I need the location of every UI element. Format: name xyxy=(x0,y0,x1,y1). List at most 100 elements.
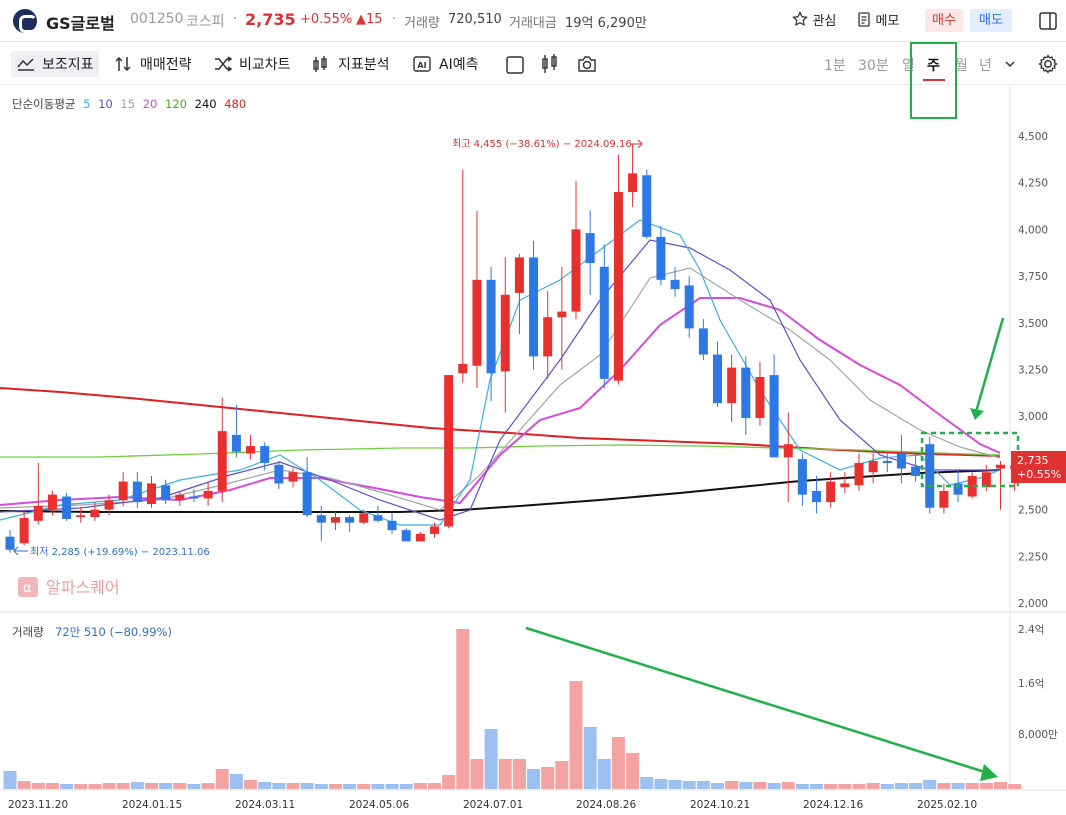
candle-body xyxy=(288,472,298,482)
period-1min[interactable]: 1분 xyxy=(824,58,846,74)
ma-legend-240[interactable]: 240 xyxy=(194,97,217,111)
volume-bar xyxy=(626,753,640,789)
volume-bar xyxy=(1008,784,1022,789)
sell-button[interactable]: 매도 xyxy=(970,9,1012,32)
volume-bar xyxy=(979,783,993,789)
chart-toolbar: 보조지표 매매전략 비교차트 지표분석 AI AI예측 1분 30분 일 주 월… xyxy=(0,43,1066,85)
candle-body xyxy=(571,229,581,312)
candle-body xyxy=(599,266,609,379)
ma-legend-480[interactable]: 480 xyxy=(224,97,247,111)
ai-predict-button[interactable]: AI AI예측 xyxy=(411,51,478,77)
buy-button[interactable]: 매수 xyxy=(925,9,963,32)
candle-body xyxy=(727,367,737,404)
volume-bar xyxy=(456,629,470,789)
candle-body xyxy=(104,500,114,510)
volume-bar xyxy=(343,784,357,789)
volume-bar xyxy=(17,781,31,789)
ma-legend-5[interactable]: 5 xyxy=(83,97,91,111)
low-arrow-icon xyxy=(13,546,28,556)
volume-bar xyxy=(527,769,541,789)
indicators-label: 보조지표 xyxy=(42,57,94,73)
watch-button[interactable]: 관심 xyxy=(792,10,836,29)
amount-label: 거래대금 xyxy=(509,16,557,31)
volume-bar xyxy=(725,781,739,789)
volume-bar xyxy=(371,784,385,789)
strategy-button[interactable]: 매매전략 xyxy=(114,51,192,77)
gear-icon[interactable] xyxy=(1037,53,1059,75)
ma-15-line xyxy=(0,267,1001,511)
period-30min[interactable]: 30분 xyxy=(858,58,889,74)
candle-body xyxy=(387,520,397,531)
candle-body xyxy=(514,257,524,293)
volume-bar xyxy=(894,783,908,789)
volume-bar xyxy=(951,783,965,789)
candle-body xyxy=(189,496,199,499)
volume-bar xyxy=(300,783,314,789)
period-year[interactable]: 년 xyxy=(979,58,992,74)
stock-code: 001250 xyxy=(130,11,184,27)
volume-bar xyxy=(937,783,951,789)
week-tab-highlight xyxy=(910,42,957,119)
candlestick-type-icon[interactable] xyxy=(540,53,560,75)
period-month[interactable]: 월 xyxy=(955,58,968,74)
volume-bar xyxy=(328,784,342,789)
candle-body xyxy=(996,464,1005,469)
price-tag-value: 2,735 xyxy=(1017,454,1049,467)
time-axis-tick: 2024.08.26 xyxy=(576,799,636,811)
volume-bar xyxy=(824,784,838,789)
camera-icon[interactable] xyxy=(576,54,598,74)
volume-bar xyxy=(668,780,682,789)
panel-toggle-icon[interactable] xyxy=(1038,11,1058,31)
ma-legend-120[interactable]: 120 xyxy=(165,97,187,111)
price-chart[interactable]: 4,5004,2504,0003,7503,5003,2503,0002,750… xyxy=(0,86,1066,815)
candle-body xyxy=(769,375,779,458)
ma-legend-20[interactable]: 20 xyxy=(142,97,158,111)
candle-body xyxy=(500,294,510,372)
square-tool-icon[interactable] xyxy=(505,55,525,75)
ma-480-line xyxy=(0,387,1001,457)
volume-bar xyxy=(852,784,866,789)
company-logo-icon xyxy=(13,9,37,33)
high-arrow-icon xyxy=(630,139,643,149)
candle-body xyxy=(854,462,864,486)
period-week[interactable]: 주 xyxy=(927,58,940,74)
change-amount: ▲15 xyxy=(356,12,383,27)
candle-body xyxy=(911,466,921,476)
analysis-button[interactable]: 지표분석 xyxy=(312,51,390,77)
candle-body xyxy=(939,490,949,508)
candle-body xyxy=(203,490,213,499)
volume-bar xyxy=(428,783,441,789)
volume-bar xyxy=(286,783,300,789)
ma-legend-10[interactable]: 10 xyxy=(98,97,113,111)
volume-bar xyxy=(909,783,923,789)
indicators-button[interactable]: 보조지표 xyxy=(11,51,99,77)
green-volume-arrow-head xyxy=(980,764,998,781)
volume-bar xyxy=(31,783,45,789)
price-axis-tick: 2,000 xyxy=(1018,598,1048,610)
volume-bar xyxy=(399,784,413,789)
volume-bar xyxy=(45,783,59,789)
candle-body xyxy=(543,317,553,357)
stock-name[interactable]: GS글로벌 xyxy=(46,14,115,33)
volume-bar xyxy=(272,783,286,789)
ma-120-line xyxy=(0,444,1001,458)
ma-legend-15[interactable]: 15 xyxy=(120,97,136,111)
current-price: 2,735 xyxy=(245,10,296,29)
memo-button[interactable]: 메모 xyxy=(857,10,899,29)
price-tag-pct: +0.55% xyxy=(1017,468,1061,481)
volume-bar xyxy=(229,774,243,789)
volume-bar xyxy=(781,782,795,789)
ma-legend: 단순이동평균 5 10 15 20 120 240 480 xyxy=(12,96,250,112)
active-period-underline xyxy=(923,79,945,81)
price-axis-tick: 4,250 xyxy=(1018,178,1048,190)
candle-body xyxy=(231,434,241,452)
volume-panel-label: 거래량 xyxy=(12,625,44,639)
volume-panel-value: 72만 510 (−80.99%) xyxy=(55,625,172,639)
chevron-down-icon[interactable] xyxy=(1004,59,1016,69)
ai-chip-icon: AI xyxy=(413,56,431,72)
candle-body xyxy=(415,533,425,542)
compare-button[interactable]: 비교차트 xyxy=(213,51,291,77)
volume-bar xyxy=(314,784,328,789)
volume-bar xyxy=(116,783,130,789)
candle-body xyxy=(62,496,72,519)
